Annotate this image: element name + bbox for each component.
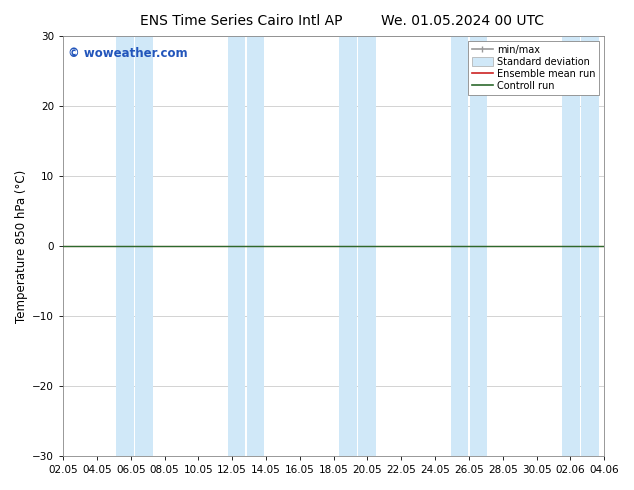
Text: © woweather.com: © woweather.com [68, 47, 188, 60]
Bar [470, 36, 487, 456]
Y-axis label: Temperature 850 hPa (°C): Temperature 850 hPa (°C) [15, 170, 28, 323]
Bar [451, 36, 468, 456]
Bar [358, 36, 376, 456]
Bar [581, 36, 598, 456]
Bar [136, 36, 153, 456]
Legend: min/max, Standard deviation, Ensemble mean run, Controll run: min/max, Standard deviation, Ensemble me… [468, 41, 599, 95]
Text: ENS Time Series Cairo Intl AP: ENS Time Series Cairo Intl AP [139, 14, 342, 28]
Bar [117, 36, 134, 456]
Bar [228, 36, 245, 456]
Bar [339, 36, 357, 456]
Bar [247, 36, 264, 456]
Text: We. 01.05.2024 00 UTC: We. 01.05.2024 00 UTC [381, 14, 545, 28]
Bar [562, 36, 579, 456]
